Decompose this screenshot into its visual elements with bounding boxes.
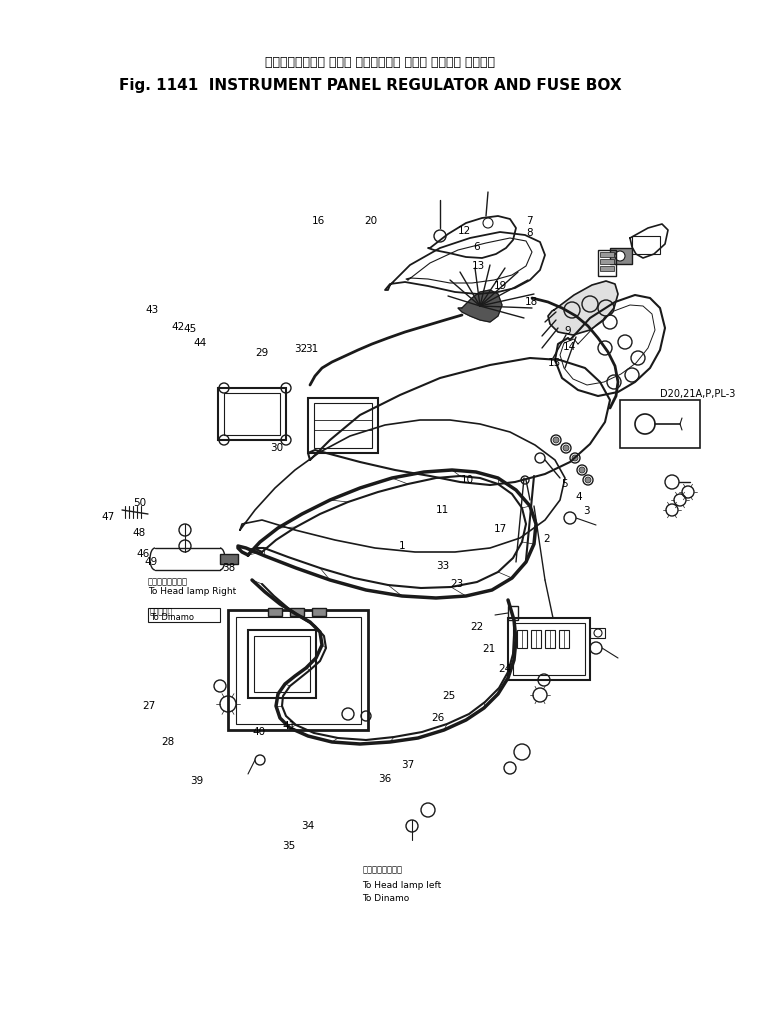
Text: ダイナモへ: ダイナモへ	[150, 607, 173, 617]
Bar	[632, 236, 660, 254]
Text: 12: 12	[457, 226, 471, 236]
Text: 14: 14	[562, 342, 576, 352]
Bar	[308, 399, 378, 453]
Text: 21: 21	[482, 644, 496, 654]
Text: 43: 43	[145, 305, 159, 315]
Bar	[268, 608, 282, 615]
Bar	[228, 610, 368, 730]
Text: To Dinamo: To Dinamo	[362, 894, 409, 902]
Text: インスツルメント パネル レギュレータ および ヒューズ ボックス: インスツルメント パネル レギュレータ および ヒューズ ボックス	[265, 56, 495, 69]
Text: To Head lamp left: To Head lamp left	[362, 881, 441, 889]
Text: 31: 31	[305, 344, 319, 354]
Text: 50: 50	[133, 498, 147, 508]
Circle shape	[585, 477, 591, 483]
Text: 22: 22	[470, 622, 483, 632]
Circle shape	[579, 467, 585, 473]
Text: 38: 38	[221, 563, 235, 573]
Text: 39: 39	[189, 776, 203, 786]
Text: 2: 2	[543, 534, 549, 545]
Text: D20,21A,P,PL-3: D20,21A,P,PL-3	[660, 389, 735, 399]
Bar	[600, 252, 614, 257]
Text: 16: 16	[311, 216, 325, 226]
Text: 30: 30	[269, 443, 283, 453]
Text: 11: 11	[436, 505, 450, 515]
Circle shape	[553, 437, 559, 443]
Text: 18: 18	[524, 297, 538, 307]
Bar	[590, 628, 605, 638]
Text: 9: 9	[565, 325, 571, 336]
Text: 17: 17	[494, 524, 508, 534]
Text: 42: 42	[171, 321, 185, 332]
Text: 36: 36	[377, 774, 391, 784]
Bar	[559, 630, 569, 648]
Bar	[531, 630, 541, 648]
Bar	[508, 618, 590, 680]
Bar	[312, 608, 326, 615]
Text: 3: 3	[584, 506, 590, 516]
Text: 23: 23	[451, 579, 464, 589]
Bar	[508, 606, 518, 620]
Text: 34: 34	[301, 821, 315, 831]
Bar	[236, 617, 361, 724]
Text: Fig. 1141  INSTRUMENT PANEL REGULATOR AND FUSE BOX: Fig. 1141 INSTRUMENT PANEL REGULATOR AND…	[119, 77, 621, 92]
Bar	[598, 250, 616, 276]
Bar	[254, 636, 310, 692]
Text: 1: 1	[399, 540, 405, 551]
Text: 5: 5	[562, 479, 568, 489]
Text: 28: 28	[161, 737, 174, 747]
Text: 41: 41	[282, 721, 296, 731]
Text: 4: 4	[575, 492, 581, 502]
Text: 49: 49	[144, 557, 158, 567]
Text: 37: 37	[401, 759, 415, 770]
Polygon shape	[548, 281, 618, 335]
Bar	[148, 608, 220, 622]
Text: 45: 45	[183, 323, 197, 334]
Bar	[314, 403, 372, 448]
Text: 10: 10	[460, 475, 474, 485]
Text: 27: 27	[142, 701, 156, 711]
Text: 25: 25	[442, 691, 456, 701]
Polygon shape	[458, 290, 502, 322]
Text: 47: 47	[101, 512, 115, 522]
Text: 6: 6	[473, 242, 479, 252]
Text: 20: 20	[364, 216, 377, 226]
Text: 48: 48	[132, 528, 146, 538]
Text: 40: 40	[252, 727, 266, 737]
Text: 46: 46	[136, 549, 150, 559]
Text: 44: 44	[193, 338, 207, 348]
Text: 33: 33	[436, 561, 450, 571]
Text: 32: 32	[294, 344, 307, 354]
Circle shape	[572, 455, 578, 461]
Text: 8: 8	[527, 228, 533, 238]
Bar	[610, 248, 632, 264]
Circle shape	[563, 445, 569, 451]
Bar	[218, 388, 286, 440]
Text: 19: 19	[494, 281, 508, 291]
Text: 24: 24	[498, 664, 512, 674]
Text: ヘッドランプかへ: ヘッドランプかへ	[148, 578, 188, 586]
Bar	[224, 393, 280, 435]
Text: 15: 15	[547, 358, 561, 368]
Circle shape	[615, 251, 625, 261]
Bar	[620, 400, 700, 448]
Bar	[248, 630, 316, 698]
Text: 26: 26	[431, 713, 444, 723]
Text: To Head lamp Right: To Head lamp Right	[148, 587, 236, 596]
Text: ヘッドランプかへ: ヘッドランプかへ	[362, 866, 403, 874]
Bar	[290, 608, 304, 615]
Bar	[545, 630, 555, 648]
Bar	[600, 259, 614, 264]
Text: To Dinamo: To Dinamo	[150, 613, 194, 623]
Bar	[220, 554, 238, 564]
Bar	[600, 266, 614, 271]
Text: 35: 35	[282, 841, 296, 851]
Text: 29: 29	[255, 348, 269, 358]
Text: 13: 13	[472, 261, 486, 271]
Bar	[513, 623, 585, 675]
Text: 7: 7	[527, 216, 533, 226]
Bar	[517, 630, 527, 648]
